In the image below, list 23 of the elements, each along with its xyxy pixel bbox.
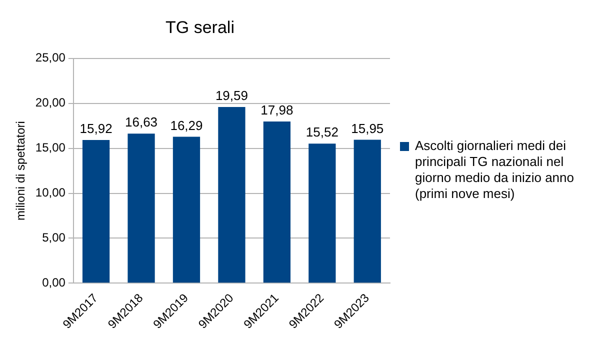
data-label: 19,59 xyxy=(215,88,248,104)
y-tick-label: 15,00 xyxy=(35,140,66,155)
y-axis-title: milioni di spettatori xyxy=(14,121,28,220)
legend-label: Ascolti giornalieri medi dei principali TG nazionali nel giorno medio da inizio anno (primi nove mesi) xyxy=(415,138,575,202)
y-tick-label: 25,00 xyxy=(35,50,66,65)
bar xyxy=(128,134,155,283)
y-tick-label: 20,00 xyxy=(35,96,66,110)
y-tick-label: 10,00 xyxy=(35,186,66,200)
bar xyxy=(82,140,110,283)
data-label: 16,63 xyxy=(124,114,158,130)
bar xyxy=(308,144,336,283)
bar xyxy=(354,140,381,283)
data-label: 15,95 xyxy=(351,120,384,136)
chart-title: TG serali xyxy=(166,18,234,37)
data-label: 15,92 xyxy=(80,121,112,136)
data-label: 15,52 xyxy=(306,124,338,140)
bar xyxy=(172,136,200,283)
data-label: 16,29 xyxy=(170,118,203,133)
y-tick-label: 5,00 xyxy=(42,230,66,245)
data-label: 17,98 xyxy=(260,102,294,118)
bar xyxy=(263,122,291,283)
y-tick-label: 0,00 xyxy=(42,275,66,290)
bar xyxy=(218,107,246,283)
